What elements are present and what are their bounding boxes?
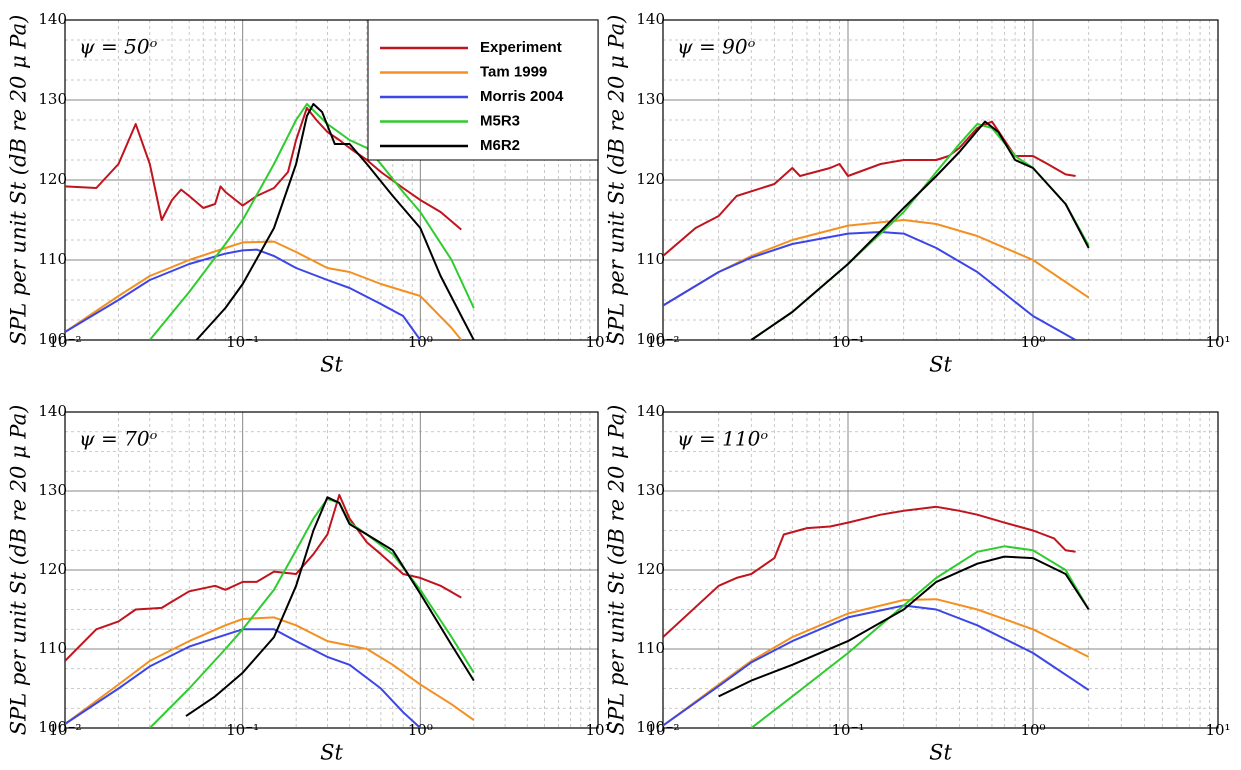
legend: Experiment Tam 1999 Morris 2004 M5R3 M6R2: [367, 19, 599, 161]
panel-title: ψ = 90ᵒ: [677, 35, 756, 59]
y-tick-label: 110: [636, 250, 665, 268]
legend-label: Morris 2004: [480, 88, 564, 105]
y-tick-label: 130: [38, 481, 67, 499]
x-tick-label: 10¹: [585, 721, 610, 739]
series-line: [65, 240, 463, 340]
series-line: [65, 616, 475, 725]
series-line: [718, 555, 1090, 698]
y-tick-label: 110: [38, 250, 67, 268]
y-tick-label: 130: [636, 90, 665, 108]
x-tick-label: 10⁻²: [48, 721, 81, 739]
plot-frame: [662, 411, 1219, 729]
y-tick-label: 110: [636, 639, 665, 657]
series-line: [663, 604, 1090, 727]
series-line: [750, 545, 1090, 728]
y-tick-label: 140: [636, 402, 665, 420]
x-tick-label: 10⁻¹: [226, 721, 259, 739]
x-axis-label: St: [929, 741, 952, 765]
series-line: [65, 248, 422, 340]
legend-box: [367, 19, 599, 161]
series-group: [65, 103, 475, 340]
x-tick-label: 10⁻¹: [226, 333, 259, 351]
y-tick-label: 120: [38, 170, 67, 188]
series-group: [65, 493, 475, 728]
y-tick-label: 140: [38, 10, 67, 28]
panel: 10⁻² 10⁻¹ 10⁰ 10¹ 100 110 120 130 140 St SPL per u…: [7, 402, 611, 765]
y-axis-label: SPL per unit St (dB re 20 μ Pa): [7, 15, 31, 346]
x-tick-label: 10⁰: [1020, 333, 1045, 351]
legend-label: M5R3: [480, 112, 520, 129]
x-tick-label: 10⁻²: [646, 333, 679, 351]
x-tick-label: 10¹: [585, 333, 610, 351]
series-line: [663, 231, 1077, 340]
y-axis-label: SPL per unit St (dB re 20 μ Pa): [605, 15, 629, 346]
series-line: [663, 120, 1076, 257]
plot-frame: [64, 411, 599, 729]
series-line: [750, 120, 1090, 340]
y-tick-label: 100: [636, 330, 665, 348]
y-axis-label: SPL per unit St (dB re 20 μ Pa): [7, 405, 31, 736]
series-line: [663, 505, 1076, 638]
plot-frame: [662, 19, 1219, 341]
panel-title: ψ = 50ᵒ: [79, 35, 158, 59]
panel-title: ψ = 70ᵒ: [79, 427, 158, 451]
series-group: [663, 505, 1090, 728]
x-tick-label: 10⁻¹: [831, 721, 864, 739]
series-line: [750, 123, 1090, 340]
legend-label: Tam 1999: [480, 63, 547, 80]
x-axis-label: St: [320, 741, 343, 765]
y-tick-label: 130: [636, 481, 665, 499]
panel: 10⁻² 10⁻¹ 10⁰ 10¹ 100 110 120 130 140 St SPL per u…: [605, 10, 1231, 377]
y-tick-label: 100: [38, 718, 67, 736]
y-tick-label: 120: [636, 560, 665, 578]
panel-title: ψ = 110ᵒ: [677, 427, 768, 451]
legend-label: Experiment: [480, 39, 562, 56]
panel: 10⁻² 10⁻¹ 10⁰ 10¹ 100 110 120 130 140 St SPL per u…: [7, 10, 611, 377]
y-tick-label: 130: [38, 90, 67, 108]
x-axis-label: St: [929, 353, 952, 377]
y-tick-label: 110: [38, 639, 67, 657]
series-line: [65, 628, 421, 728]
panel: 10⁻² 10⁻¹ 10⁰ 10¹ 100 110 120 130 140 St SPL per u…: [605, 402, 1231, 765]
y-axis-label: SPL per unit St (dB re 20 μ Pa): [605, 405, 629, 736]
x-tick-label: 10⁰: [1020, 721, 1045, 739]
y-tick-label: 120: [38, 560, 67, 578]
y-tick-label: 140: [636, 10, 665, 28]
y-tick-label: 140: [38, 402, 67, 420]
series-group: [663, 120, 1090, 340]
legend-label: M6R2: [480, 137, 520, 154]
x-tick-label: 10⁻²: [48, 333, 81, 351]
x-tick-label: 10¹: [1205, 721, 1230, 739]
series-line: [195, 103, 475, 340]
series-line: [65, 493, 462, 662]
x-tick-label: 10⁰: [408, 333, 433, 351]
y-tick-label: 120: [636, 170, 665, 188]
x-tick-label: 10⁻²: [646, 721, 679, 739]
x-tick-label: 10¹: [1205, 333, 1230, 351]
y-tick-label: 100: [38, 330, 67, 348]
x-axis-label: St: [320, 353, 343, 377]
series-line: [663, 598, 1090, 727]
x-tick-label: 10⁻¹: [831, 333, 864, 351]
y-tick-label: 100: [636, 718, 665, 736]
series-line: [185, 496, 475, 717]
x-tick-label: 10⁰: [408, 721, 433, 739]
plot-frame: [64, 19, 599, 341]
